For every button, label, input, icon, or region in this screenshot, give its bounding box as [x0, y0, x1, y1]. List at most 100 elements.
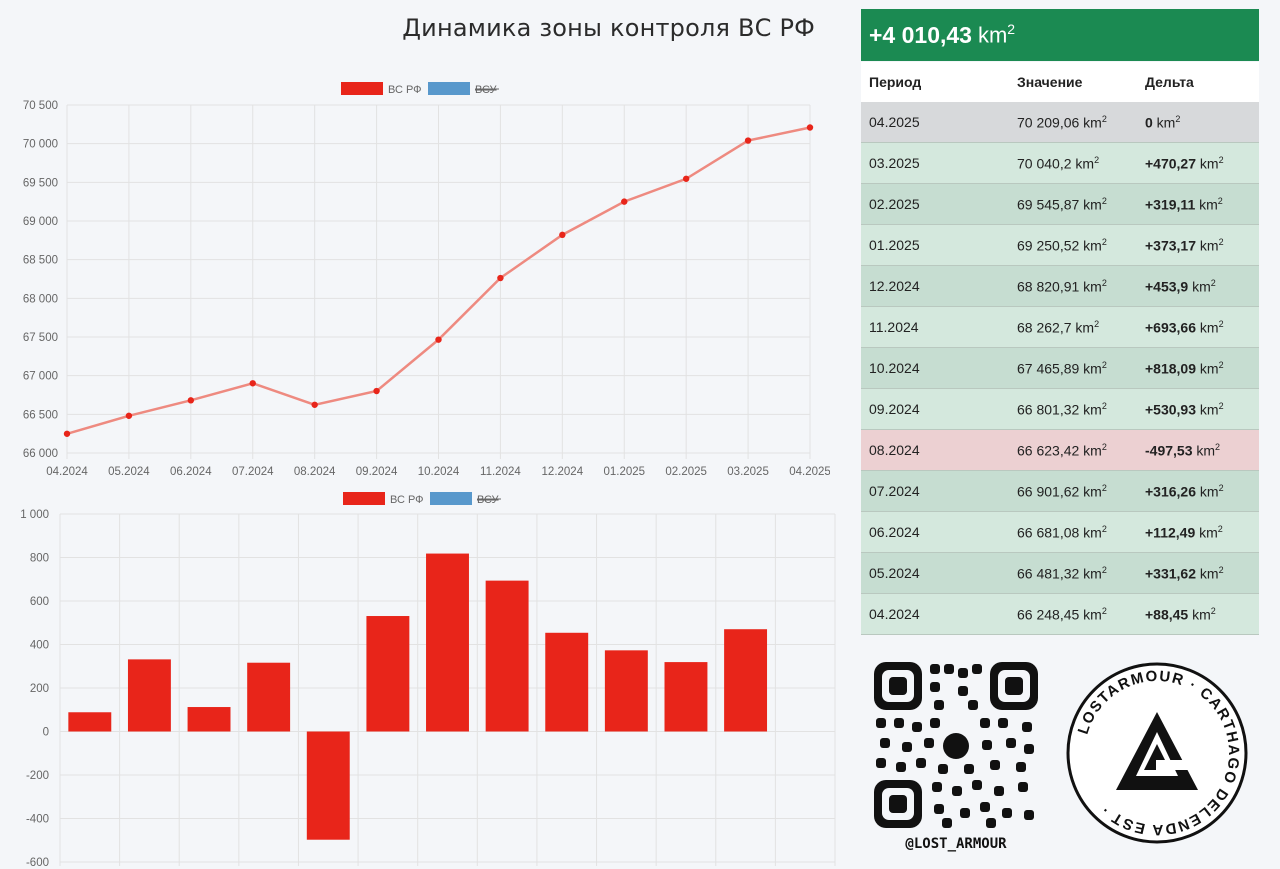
- cell-delta: +319,11 km2: [1145, 195, 1223, 213]
- data-table: Период Значение Дельта 04.2025 70 209,06 …: [861, 62, 1259, 635]
- y-tick-label: 200: [30, 683, 49, 695]
- data-point: [249, 380, 256, 387]
- cell-period: 08.2024: [869, 442, 920, 458]
- cell-value: 70 209,06 km2: [1017, 113, 1107, 131]
- table-row: 02.2025 69 545,87 km2 +319,11 km2: [861, 184, 1259, 225]
- y-tick-label: 67 500: [23, 332, 58, 344]
- cell-delta: +373,17 km2: [1145, 236, 1224, 254]
- cell-value: 66 248,45 km2: [1017, 605, 1107, 623]
- column-header-period: Период: [869, 74, 922, 90]
- cell-delta: -497,53 km2: [1145, 441, 1221, 459]
- data-point: [621, 198, 628, 205]
- data-point: [187, 397, 195, 404]
- table-row: 01.2025 69 250,52 km2 +373,17 km2: [861, 225, 1259, 266]
- bar-chart: ВС РФ ВСУ -600 -400 -200 0 200 400 600 800 1 000: [20, 492, 836, 869]
- cell-value: 66 801,32 km2: [1017, 400, 1107, 418]
- bar-07.2024: [187, 707, 231, 732]
- table-row: 12.2024 68 820,91 km2 +453,9 km2: [861, 266, 1259, 307]
- cell-delta: +453,9 km2: [1145, 277, 1216, 295]
- data-point: [311, 401, 318, 408]
- total-gain-value: +4 010,43: [869, 21, 972, 48]
- legend-swatch-rf: [343, 492, 385, 505]
- cell-period: 05.2024: [869, 565, 920, 581]
- cell-period: 01.2025: [869, 237, 920, 253]
- y-tick-label: 66 500: [23, 409, 58, 421]
- y-tick-label: 0: [43, 727, 49, 739]
- table-row: 09.2024 66 801,32 km2 +530,93 km2: [861, 389, 1259, 430]
- cell-delta: +693,66 km2: [1145, 318, 1224, 336]
- y-tick-label: 69 500: [23, 177, 58, 189]
- x-tick-label: 12.2024: [542, 466, 584, 478]
- column-header-delta: Дельта: [1145, 74, 1194, 90]
- lostarmour-logo: LOSTARMOUR · CARTHAGO DELENDA EST ·: [1064, 660, 1250, 846]
- legend-label-vsu: ВСУ: [477, 494, 500, 506]
- data-point: [125, 412, 133, 419]
- data-point: [682, 175, 690, 182]
- cell-period: 09.2024: [869, 401, 920, 417]
- cell-period: 10.2024: [869, 360, 920, 376]
- cell-delta: +331,62 km2: [1145, 564, 1224, 582]
- cell-period: 02.2025: [869, 196, 920, 212]
- cell-delta: 0 km2: [1145, 113, 1181, 131]
- cell-value: 66 623,42 km2: [1017, 441, 1107, 459]
- legend-label-vsu: ВСУ: [475, 84, 498, 96]
- qr-code[interactable]: @LOST_ARMOUR: [872, 660, 1040, 856]
- y-tick-label: 67 000: [23, 371, 58, 383]
- y-tick-label: 66 000: [23, 448, 58, 460]
- cell-period: 11.2024: [869, 319, 919, 335]
- y-tick-label: 600: [30, 596, 49, 608]
- total-gain-unit: km2: [977, 21, 1016, 48]
- legend-swatch-vsu: [430, 492, 472, 505]
- qr-code-image: [872, 660, 1040, 830]
- y-tick-label: 68 000: [23, 293, 58, 305]
- bar-08.2024: [247, 662, 291, 732]
- data-point: [497, 274, 504, 282]
- cell-period: 04.2024: [869, 606, 920, 622]
- page-title: Динамика зоны контроля ВС РФ: [402, 14, 815, 42]
- cell-period: 03.2025: [869, 155, 920, 171]
- x-tick-label: 06.2024: [170, 466, 212, 478]
- y-tick-label: 68 500: [23, 255, 58, 267]
- total-gain-banner: +4 010,43 km2: [861, 9, 1259, 61]
- cell-delta: +818,09 km2: [1145, 359, 1224, 377]
- bar-11.2024: [426, 553, 469, 732]
- bar-03.2025: [664, 662, 708, 732]
- x-tick-label: 02.2025: [665, 466, 707, 478]
- data-point: [559, 231, 566, 239]
- bar-09.2024: [306, 731, 350, 840]
- x-tick-label: 10.2024: [418, 466, 460, 478]
- qr-caption: @LOST_ARMOUR: [905, 836, 1007, 852]
- x-tick-label: 04.2025: [789, 466, 830, 478]
- table-body: 04.2025 70 209,06 km2 0 km2 03.2025 70 040,2…: [861, 102, 1259, 635]
- table-row: 04.2025 70 209,06 km2 0 km2: [861, 102, 1259, 143]
- x-tick-label: 04.2024: [46, 466, 88, 478]
- cell-value: 66 681,08 km2: [1017, 523, 1107, 541]
- cell-value: 66 901,62 km2: [1017, 482, 1107, 500]
- bar-12.2024: [485, 580, 529, 732]
- cell-value: 67 465,89 km2: [1017, 359, 1107, 377]
- column-header-value: Значение: [1017, 74, 1083, 90]
- x-tick-label: 07.2024: [232, 466, 274, 478]
- cell-value: 66 481,32 km2: [1017, 564, 1107, 582]
- y-tick-label: 70 000: [23, 139, 58, 151]
- cell-period: 12.2024: [869, 278, 920, 294]
- table-row: 06.2024 66 681,08 km2 +112,49 km2: [861, 512, 1259, 553]
- table-row: 04.2024 66 248,45 km2 +88,45 km2: [861, 594, 1259, 635]
- x-tick-label: 08.2024: [294, 466, 336, 478]
- legend-label-rf: ВС РФ: [388, 84, 422, 96]
- table-header: Период Значение Дельта: [861, 62, 1259, 102]
- bar-05.2024: [68, 712, 112, 732]
- y-tick-label: 70 500: [23, 100, 58, 112]
- y-tick-label: -400: [26, 814, 49, 826]
- x-tick-label: 09.2024: [356, 466, 398, 478]
- data-point: [435, 336, 442, 343]
- table-row: 11.2024 68 262,7 km2 +693,66 km2: [861, 307, 1259, 348]
- table-row: 08.2024 66 623,42 km2 -497,53 km2: [861, 430, 1259, 471]
- cell-period: 07.2024: [869, 483, 920, 499]
- table-row: 07.2024 66 901,62 km2 +316,26 km2: [861, 471, 1259, 512]
- data-point: [373, 387, 380, 395]
- data-point: [63, 430, 71, 437]
- cell-value: 68 820,91 km2: [1017, 277, 1107, 295]
- y-tick-label: 800: [30, 553, 49, 565]
- legend-swatch-rf: [341, 82, 383, 95]
